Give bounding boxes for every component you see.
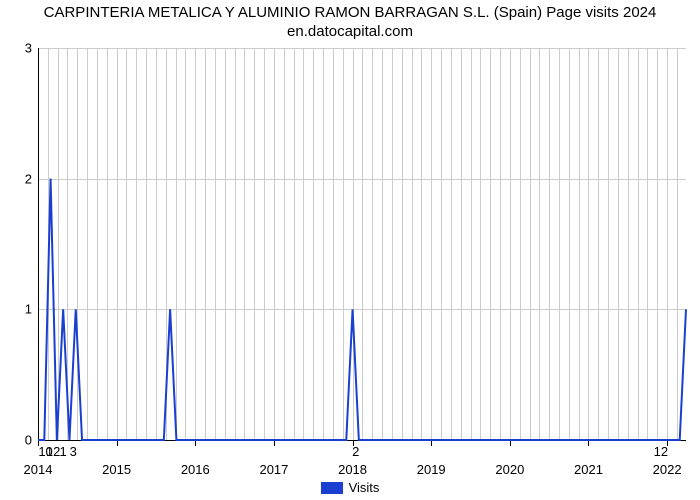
y-tick-label: 2 <box>2 171 32 186</box>
x-tick-label: 2019 <box>417 462 446 477</box>
x-upper-tick-label: 3 <box>70 444 77 459</box>
x-tick-label: 2021 <box>574 462 603 477</box>
chart-legend: Visits <box>0 480 700 499</box>
legend-item-visits: Visits <box>321 480 380 495</box>
y-tick-label: 1 <box>2 302 32 317</box>
chart-title: CARPINTERIA METALICA Y ALUMINIO RAMON BA… <box>0 4 700 42</box>
x-tick-label: 2018 <box>338 462 367 477</box>
legend-label: Visits <box>349 480 380 495</box>
x-tick-label: 2016 <box>181 462 210 477</box>
chart-plot-area: 0123201420152016201720182019202020212022… <box>38 48 686 440</box>
x-tick-label: 2015 <box>102 462 131 477</box>
y-tick-label: 3 <box>2 41 32 56</box>
line-series-visits <box>38 48 686 440</box>
x-upper-tick-label: 12 <box>46 444 60 459</box>
legend-swatch <box>321 482 343 494</box>
x-upper-tick-label: 1 <box>60 444 67 459</box>
x-tick-label: 2014 <box>24 462 53 477</box>
x-tick-label: 2022 <box>653 462 682 477</box>
x-tick-label: 2017 <box>259 462 288 477</box>
x-tick-label: 2020 <box>495 462 524 477</box>
x-upper-tick-label: 2 <box>352 444 359 459</box>
y-tick-label: 0 <box>2 433 32 448</box>
x-upper-tick-label: 12 <box>654 444 668 459</box>
